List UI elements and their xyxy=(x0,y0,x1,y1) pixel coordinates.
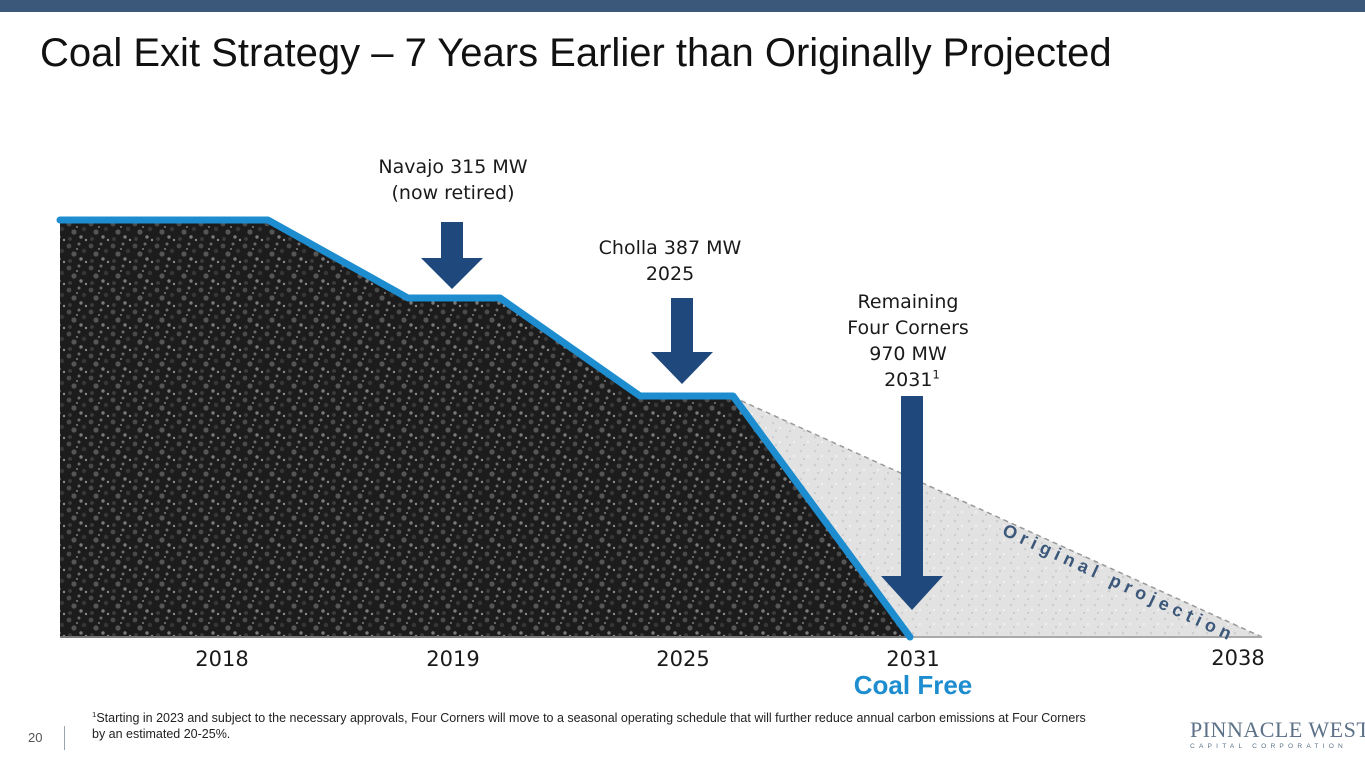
logo-wordmark: PINNACLE WEST xyxy=(1190,717,1365,742)
page-number: 20 xyxy=(28,730,43,745)
four-corners-label: Remaining Four Corners 970 MW 20311 xyxy=(808,289,1008,393)
original-projection-line xyxy=(732,396,1263,638)
four-corners-label-line-1: Remaining xyxy=(857,291,959,313)
cholla-label: Cholla 387 MW 2025 xyxy=(570,235,770,287)
navajo-label-line-2: (now retired) xyxy=(391,182,515,204)
footnote-marker: 1 xyxy=(92,709,97,719)
four-corners-footnote-marker: 1 xyxy=(932,367,940,382)
four-corners-label-line-2: Four Corners xyxy=(847,317,969,339)
cholla-label-line-2: 2025 xyxy=(645,263,695,285)
logo-tagline: CAPITAL CORPORATION xyxy=(1190,743,1347,750)
four-corners-label-line-3: 970 MW xyxy=(869,343,947,365)
coal-free-label: Coal Free xyxy=(853,670,973,700)
year-2019: 2019 xyxy=(426,647,480,671)
four-corners-year: 2031 xyxy=(884,369,933,391)
four-corners-label-line-4: 20311 xyxy=(808,367,1008,393)
footnote-text: Starting in 2023 and subject to the nece… xyxy=(92,711,1086,741)
year-2038: 2038 xyxy=(1211,646,1265,670)
year-2031: 2031 xyxy=(886,647,940,671)
year-2018: 2018 xyxy=(195,647,249,671)
pinnacle-west-logo: PINNACLE WEST CAPITAL CORPORATION xyxy=(1190,717,1365,752)
page-number-divider xyxy=(64,726,65,750)
cholla-arrow xyxy=(651,298,713,384)
navajo-label: Navajo 315 MW (now retired) xyxy=(353,154,553,206)
navajo-arrow xyxy=(421,222,483,289)
footnote: 1Starting in 2023 and subject to the nec… xyxy=(92,710,1102,742)
year-2025: 2025 xyxy=(656,647,710,671)
top-accent-bar xyxy=(0,0,1365,12)
navajo-label-line-1: Navajo 315 MW xyxy=(378,156,528,178)
slide-title: Coal Exit Strategy – 7 Years Earlier tha… xyxy=(40,31,1112,75)
accelerated-exit-line xyxy=(56,216,914,641)
four-corners-arrow xyxy=(881,396,943,610)
coal-pile xyxy=(60,220,910,637)
cholla-label-line-1: Cholla 387 MW xyxy=(598,237,742,259)
